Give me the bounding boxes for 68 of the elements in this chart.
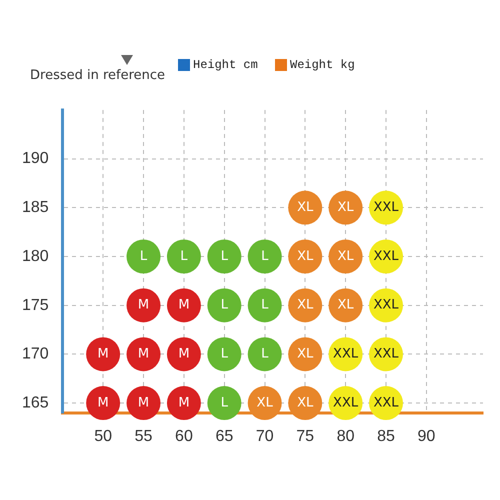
data-label: L: [261, 346, 270, 362]
data-label: XXL: [373, 298, 400, 313]
x-axis-title: Weight kg: [290, 58, 355, 72]
x-tick-label: 55: [134, 428, 153, 445]
point: [207, 337, 242, 372]
data-label: M: [178, 395, 190, 410]
data-label: XL: [297, 200, 314, 216]
point: [126, 337, 161, 372]
point: [126, 386, 161, 420]
y-tick-label: 185: [22, 199, 49, 216]
point: [86, 337, 120, 372]
x-tick-label: 60: [175, 428, 193, 445]
x-tick-label: 90: [418, 428, 436, 445]
data-label: XXL: [373, 346, 400, 362]
y-tick-label: 175: [22, 296, 49, 314]
data-label: M: [178, 346, 190, 362]
x-tick-label: 80: [336, 428, 355, 445]
point: [86, 386, 120, 420]
data-label: XXL: [373, 248, 400, 264]
x-tick-label: 50: [94, 428, 112, 445]
point: [126, 240, 161, 274]
data-label: L: [180, 248, 188, 264]
data-label: L: [220, 248, 229, 264]
y-tick-label: 170: [22, 346, 49, 363]
x-tick-label: 65: [215, 428, 234, 445]
data-label: XL: [338, 298, 354, 313]
point: [166, 240, 201, 274]
data-label: L: [220, 346, 229, 362]
data-label: M: [178, 298, 190, 313]
data-label: XXL: [333, 346, 359, 362]
point: [166, 288, 201, 322]
point: [126, 288, 161, 322]
y-tick-label: 190: [22, 150, 49, 168]
data-label: XL: [297, 395, 314, 410]
y-tick-label: 165: [22, 394, 49, 412]
data-label: M: [138, 298, 150, 313]
y-axis-title: Height cm: [193, 58, 258, 72]
data-label: XL: [338, 200, 354, 216]
data-label: XL: [256, 395, 274, 410]
data-label: XL: [297, 298, 314, 313]
data-label: XL: [297, 346, 314, 362]
data-label: M: [138, 395, 150, 410]
point: [248, 240, 282, 274]
point: [207, 288, 242, 322]
point: [166, 386, 201, 420]
text: Dressed in reference: [30, 68, 166, 83]
point: [207, 386, 242, 420]
data-label: L: [220, 298, 229, 313]
point: [248, 337, 282, 372]
data-label: M: [98, 346, 109, 362]
data-label: XXL: [333, 395, 359, 410]
data-label: XXL: [373, 200, 400, 216]
data-label: M: [138, 346, 150, 362]
point: [207, 240, 242, 274]
data-label: XL: [338, 248, 354, 264]
point: [248, 288, 282, 322]
point: [166, 337, 201, 372]
y-tick-label: 180: [22, 248, 49, 265]
data-label: L: [220, 395, 229, 410]
data-label: L: [140, 248, 148, 264]
data-label: L: [261, 298, 270, 313]
data-label: XXL: [373, 395, 400, 410]
data-label: M: [98, 395, 109, 410]
x-tick-label: 75: [296, 428, 314, 445]
data-label: XL: [297, 248, 314, 264]
x-tick-label: 70: [256, 428, 274, 445]
data-label: L: [261, 248, 270, 264]
x-tick-label: 85: [377, 428, 396, 445]
